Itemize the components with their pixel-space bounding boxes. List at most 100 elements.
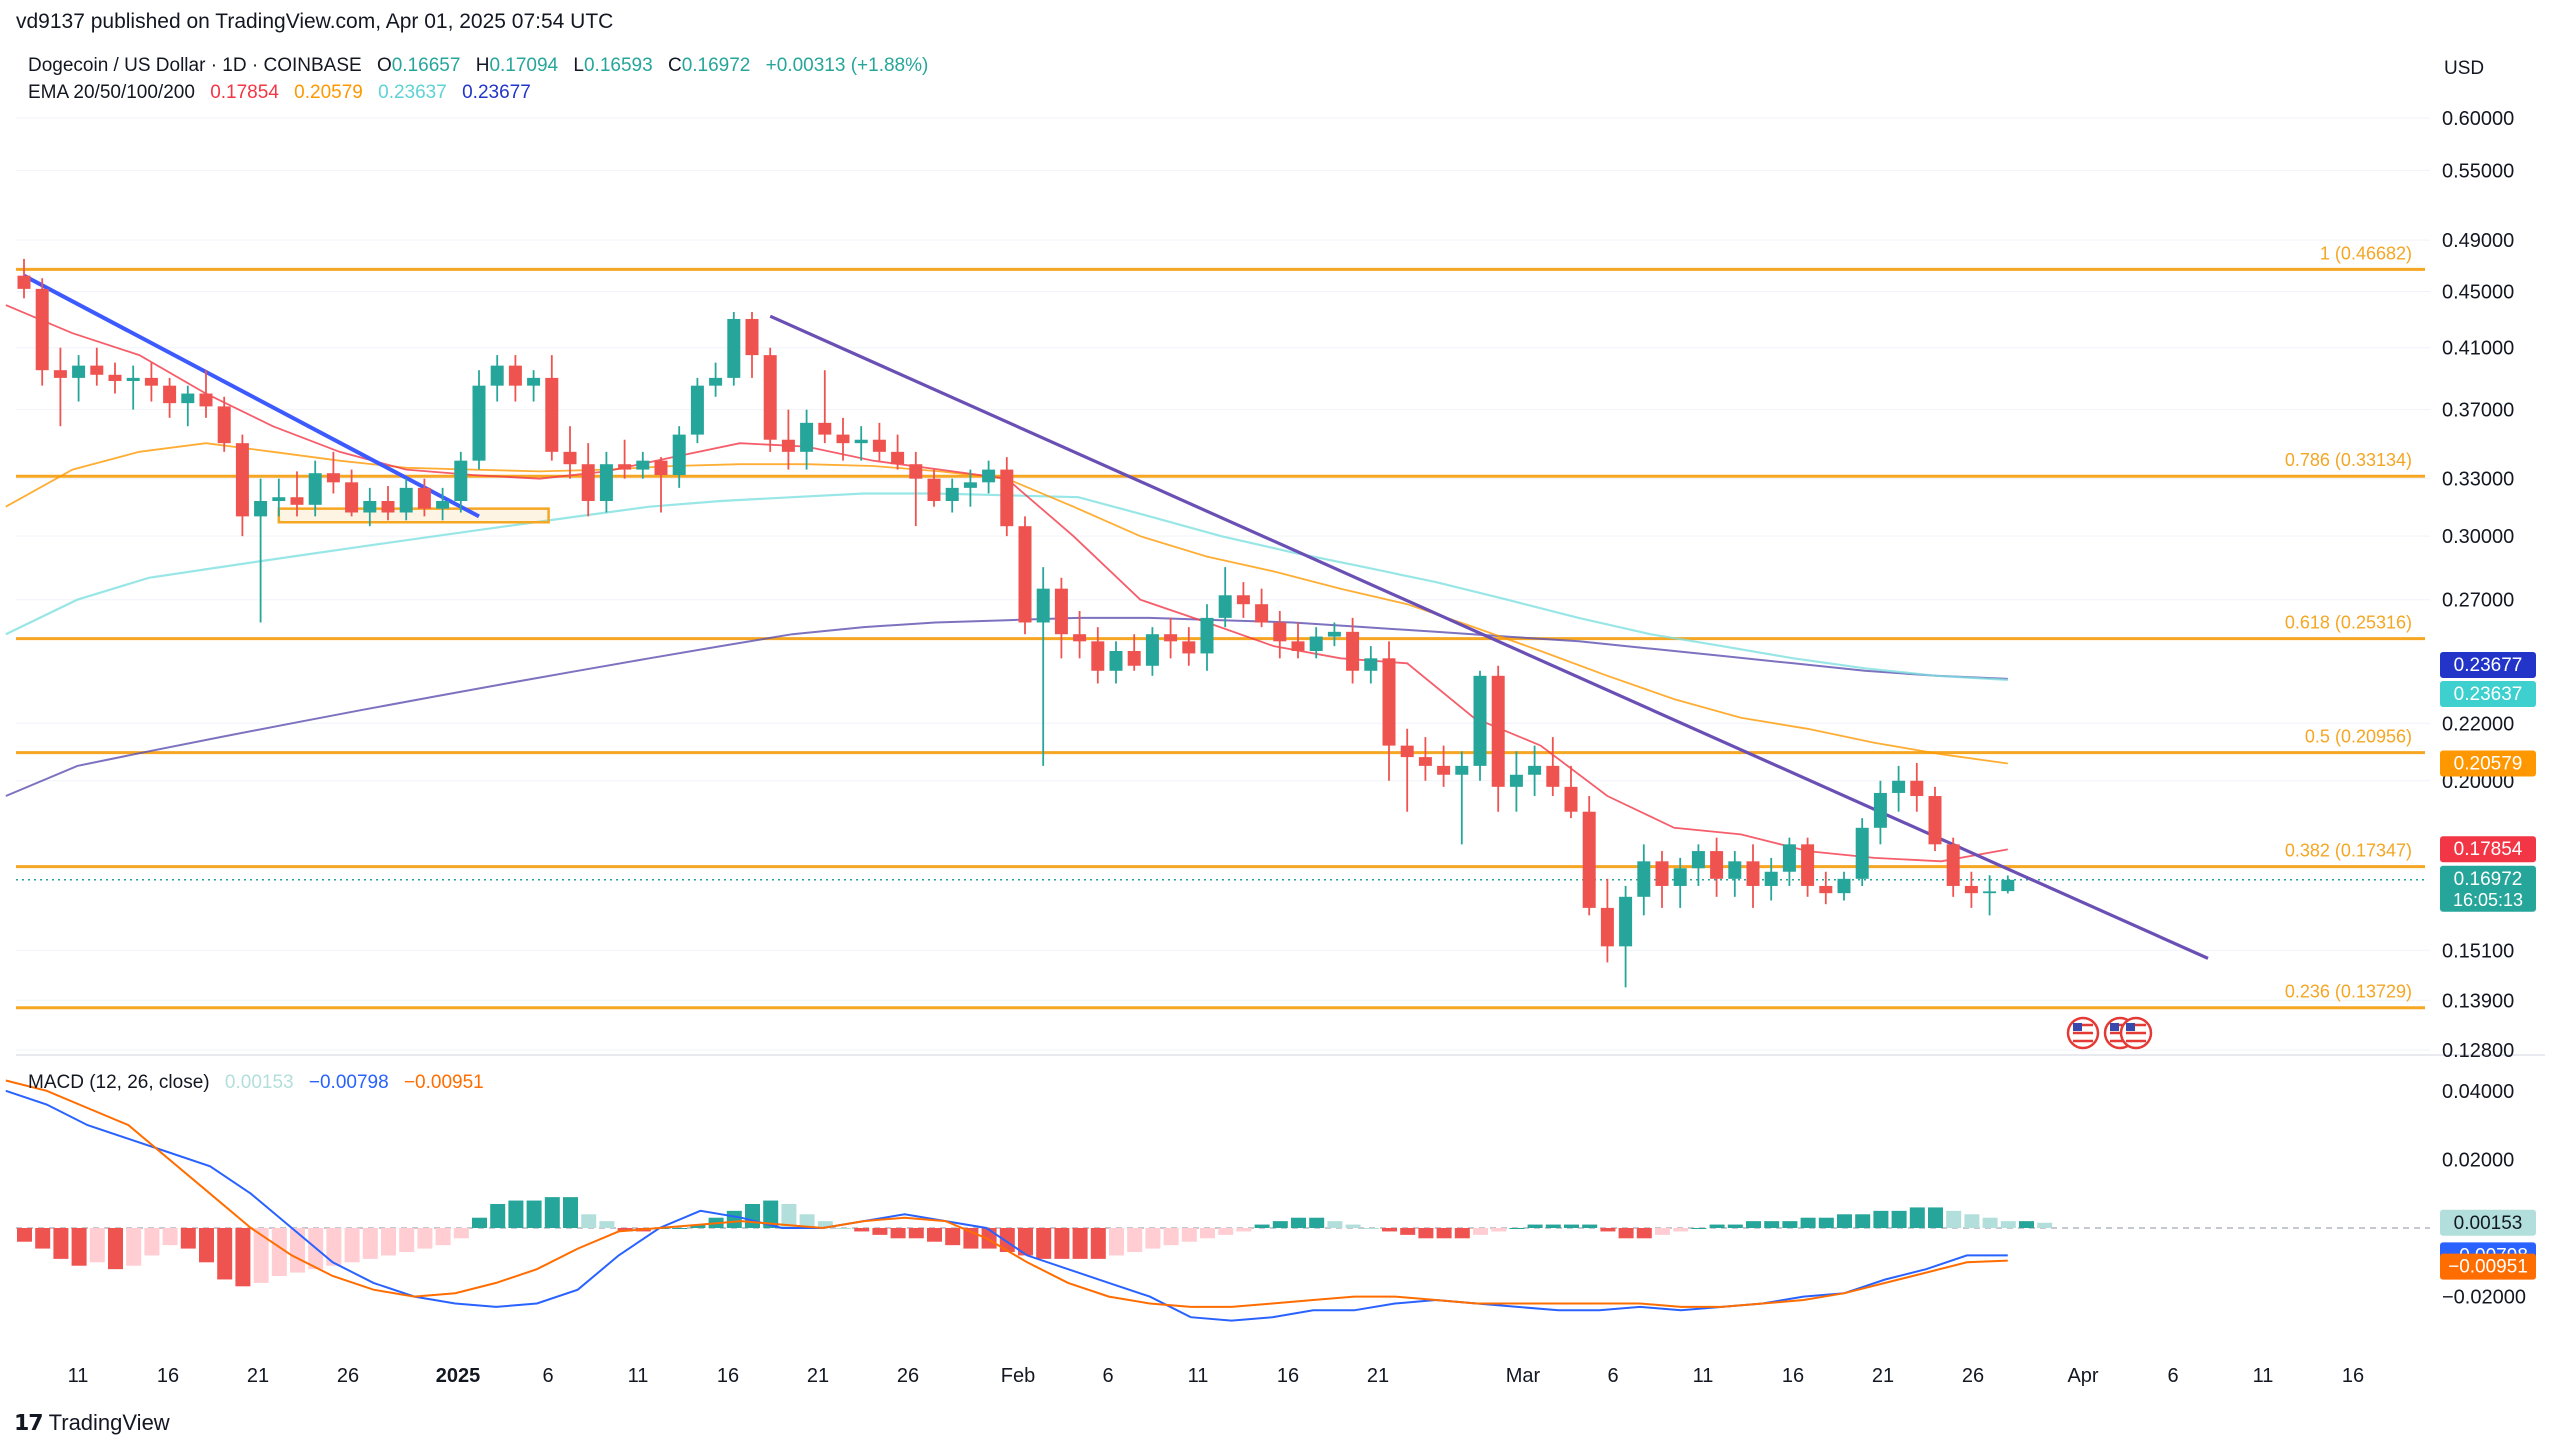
macd-histogram-bar [1054, 1228, 1070, 1259]
candle [1728, 851, 1742, 897]
symbol-title[interactable]: Dogecoin / US Dollar · 1D · COINBASE [28, 55, 362, 76]
candle-body [490, 365, 504, 386]
candle-body [1327, 631, 1341, 637]
candle [1145, 627, 1159, 676]
candle [126, 365, 140, 410]
macd-value-text: 0.00153 [2454, 1213, 2523, 1234]
macd-histogram-bar [1928, 1207, 1943, 1228]
candle [1036, 567, 1050, 766]
macd-histogram-bar [1181, 1228, 1197, 1242]
candle [800, 409, 814, 470]
time-tick-label: 16 [157, 1365, 179, 1387]
candle [1928, 786, 1942, 852]
tradingview-footer[interactable]: 𝟭𝟳 TradingView [14, 1410, 170, 1436]
candle-body [17, 275, 31, 289]
candle-body [1655, 861, 1669, 886]
fib-label: 0.5 (0.20956) [2305, 727, 2412, 747]
candle [854, 426, 868, 461]
macd-histogram-bar [1709, 1224, 1725, 1228]
candle-body [1018, 526, 1032, 623]
macd-histogram-bar [490, 1203, 506, 1228]
macd-histogram-bar [617, 1228, 633, 1232]
ema-label[interactable]: EMA 20/50/100/200 [28, 82, 195, 103]
currency-label[interactable]: USD [2444, 58, 2485, 79]
ema200-value: 0.23677 [462, 82, 531, 103]
macd-histogram-bar [235, 1228, 251, 1287]
candle-body [672, 434, 686, 476]
macd-histogram-bar [162, 1228, 178, 1246]
time-tick-label: 16 [1782, 1365, 1804, 1387]
symbol-legend[interactable]: Dogecoin / US Dollar · 1D · COINBASE O0.… [28, 55, 928, 77]
price-axis[interactable]: 0.60000 0.55000 0.49000 0.45000 0.41000 0.370… [2442, 108, 2514, 1062]
macd-label[interactable]: MACD (12, 26, close) [28, 1072, 210, 1093]
candle-body [654, 460, 668, 476]
macd-histogram-bar [1254, 1224, 1270, 1228]
candle [472, 370, 486, 470]
macd-line-value: −0.00798 [308, 1072, 389, 1093]
macd-histogram-bar [1636, 1228, 1652, 1239]
candle-body [163, 385, 177, 404]
candlesticks[interactable] [17, 258, 2015, 988]
candle [599, 451, 613, 513]
price-label-box [2440, 651, 2536, 678]
candle-body [1819, 885, 1833, 894]
macd-histogram-bar [417, 1228, 433, 1249]
macd-histogram-bar [435, 1228, 451, 1246]
candle-body [472, 385, 486, 461]
ema-legend[interactable]: EMA 20/50/100/200 0.17854 0.20579 0.2363… [28, 82, 531, 104]
time-axis[interactable]: 11 16 21 26 2025 6 11 16 21 26 Feb 6 11 16 21 Mar 6 11 16 2… [68, 1365, 2365, 1387]
candle [235, 434, 249, 537]
fib-label: 0.618 (0.25316) [2285, 613, 2412, 633]
macd-tick-label: 0.02000 [2442, 1149, 2514, 1171]
candle-body [1145, 634, 1159, 666]
macd-histogram-bar [472, 1217, 487, 1228]
candle-body [818, 422, 832, 435]
time-tick-label: 11 [68, 1365, 89, 1387]
candle-body [636, 460, 650, 470]
price-tick-label: 0.55000 [2442, 160, 2514, 182]
macd-histogram-bar [89, 1228, 105, 1263]
candle [72, 355, 86, 402]
candle-body [1455, 765, 1469, 775]
candle [345, 469, 359, 517]
trendline [23, 273, 480, 519]
price-label-box [2440, 680, 2536, 707]
candle [1782, 837, 1796, 886]
candle [1382, 641, 1396, 781]
candle-body [945, 487, 959, 502]
candle [1000, 457, 1014, 537]
macd-histogram-bar [799, 1214, 815, 1228]
candle-body [1418, 757, 1432, 766]
macd-histogram-bar [745, 1203, 760, 1228]
candle-body [563, 451, 577, 465]
candle-body [90, 365, 104, 375]
time-tick-label: 16 [2342, 1365, 2364, 1387]
macd-histogram-bar [1818, 1217, 1834, 1228]
candle [927, 469, 941, 507]
event-icons[interactable] [2066, 1016, 2153, 1050]
candle-body [1309, 636, 1323, 651]
time-tick-label: 11 [1693, 1365, 1714, 1387]
candle-body [1691, 851, 1705, 869]
macd-tick-label: −0.02000 [2442, 1287, 2526, 1309]
candle [1710, 837, 1724, 897]
time-tick-label: 6 [2167, 1365, 2178, 1387]
macd-legend[interactable]: MACD (12, 26, close) 0.00153 −0.00798 −0… [28, 1072, 484, 1094]
price-tick-label: 0.49000 [2442, 230, 2514, 252]
candle [581, 443, 595, 517]
candle [1764, 857, 1778, 901]
time-tick-label: Feb [1001, 1365, 1035, 1387]
macd-histogram-bar [1291, 1217, 1306, 1228]
macd-histogram-bar [1109, 1228, 1124, 1256]
candle-body [308, 473, 322, 505]
candle-body [1764, 871, 1778, 886]
candle [1418, 737, 1432, 781]
candle-body [217, 406, 231, 444]
candle-body [709, 377, 723, 386]
price-tick-label: 0.12800 [2442, 1040, 2514, 1062]
macd-pane[interactable]: 0.040000.02000−0.020000.00153−0.00798−0.… [5, 1079, 2536, 1322]
candle [1291, 622, 1305, 659]
candle-body [599, 464, 613, 502]
candle [545, 355, 559, 461]
